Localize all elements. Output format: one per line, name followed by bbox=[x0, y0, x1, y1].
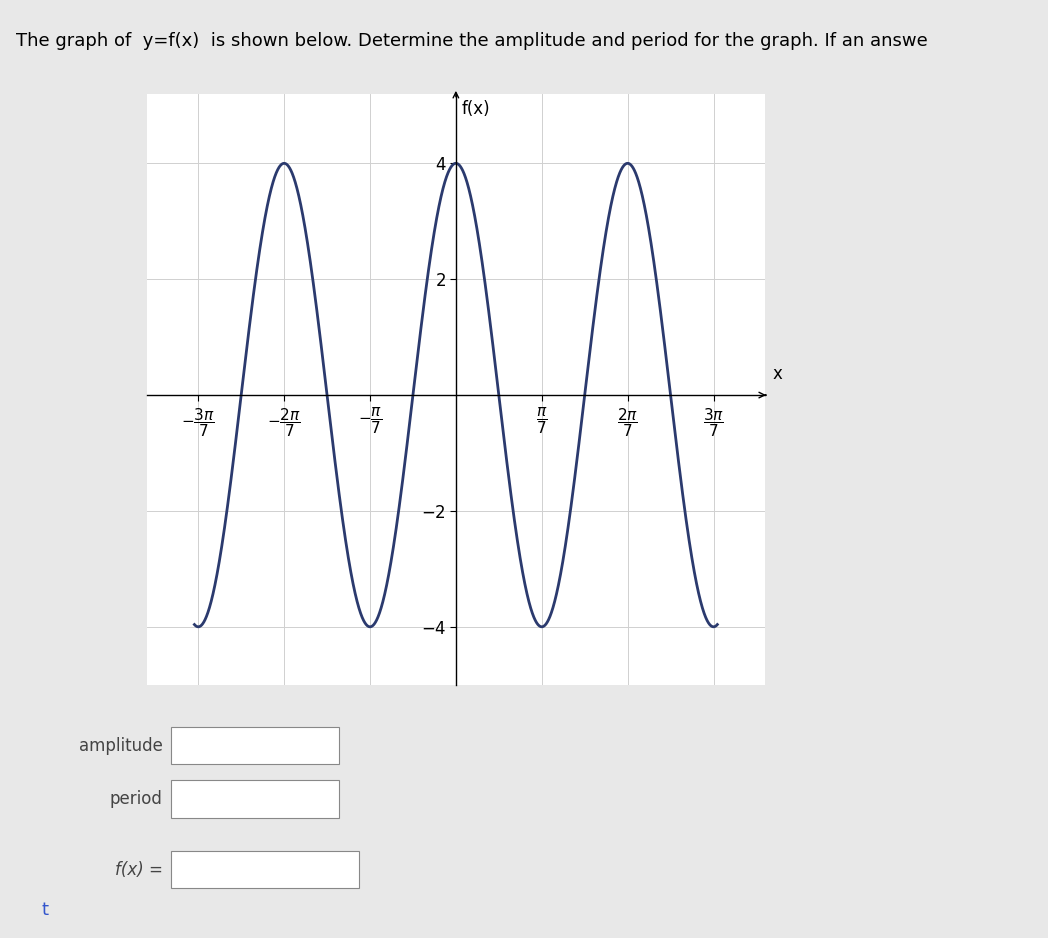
Text: f(x) =: f(x) = bbox=[114, 860, 162, 879]
Text: t: t bbox=[42, 901, 49, 919]
Text: period: period bbox=[110, 790, 162, 809]
Text: x: x bbox=[772, 366, 783, 384]
Text: f(x): f(x) bbox=[461, 99, 490, 117]
Text: The graph of  y=f(x)  is shown below. Determine the amplitude and period for the: The graph of y=f(x) is shown below. Dete… bbox=[16, 32, 927, 51]
Text: amplitude: amplitude bbox=[79, 736, 162, 755]
